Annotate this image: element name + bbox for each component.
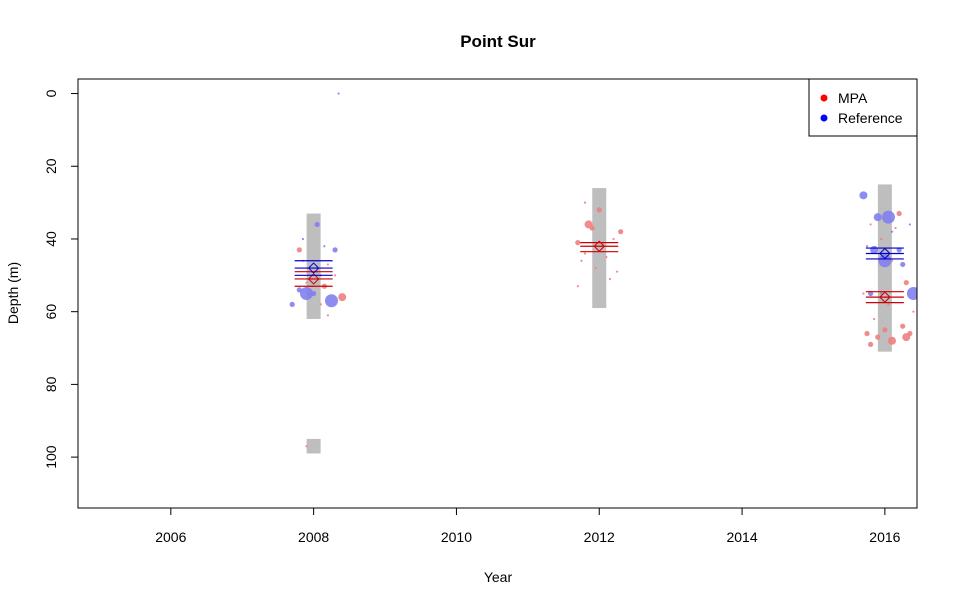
point-mpa bbox=[589, 225, 595, 231]
point-mpa bbox=[605, 256, 608, 259]
legend-marker-reference bbox=[820, 114, 828, 122]
y-tick-label: 40 bbox=[43, 231, 59, 247]
point-mpa bbox=[882, 327, 888, 333]
point-reference bbox=[908, 223, 911, 226]
mean-diamond bbox=[593, 240, 605, 252]
x-tick-label: 2008 bbox=[298, 529, 329, 545]
point-mpa bbox=[873, 317, 876, 321]
point-reference bbox=[878, 254, 892, 268]
point-mpa bbox=[575, 240, 581, 246]
y-tick-label: 0 bbox=[43, 89, 59, 97]
point-reference bbox=[900, 261, 906, 268]
legend-box bbox=[808, 78, 918, 137]
point-mpa bbox=[890, 259, 894, 262]
point-mpa bbox=[907, 330, 913, 337]
range-bar bbox=[877, 184, 892, 352]
point-mpa bbox=[867, 341, 874, 347]
summary-markers bbox=[294, 240, 904, 304]
x-tick-label: 2010 bbox=[441, 529, 472, 545]
point-mpa bbox=[338, 293, 347, 302]
point-mpa bbox=[888, 336, 897, 345]
point-mpa bbox=[900, 323, 906, 329]
point-mpa bbox=[333, 274, 337, 277]
point-mpa bbox=[612, 237, 615, 241]
point-reference bbox=[337, 92, 340, 95]
y-tick-label: 60 bbox=[43, 304, 59, 320]
point-mpa bbox=[896, 210, 902, 217]
range-bar bbox=[306, 213, 321, 319]
y-axis-label: Depth (m) bbox=[5, 262, 21, 324]
x-tick-label: 2014 bbox=[726, 529, 757, 545]
point-reference bbox=[870, 245, 879, 254]
point-reference bbox=[301, 237, 305, 241]
point-mpa bbox=[583, 252, 587, 255]
point-mpa bbox=[326, 263, 330, 266]
point-mpa bbox=[594, 266, 597, 270]
point-reference bbox=[865, 245, 869, 248]
point-reference bbox=[324, 294, 338, 308]
point-mpa bbox=[580, 259, 583, 262]
point-mpa bbox=[864, 330, 870, 337]
point-reference bbox=[873, 213, 882, 222]
y-axis: 0 20 40 60 80 100 bbox=[43, 89, 79, 469]
point-reference bbox=[311, 290, 317, 297]
plot-frame bbox=[77, 78, 918, 509]
point-reference bbox=[881, 210, 895, 224]
range-bar bbox=[592, 188, 607, 309]
legend-label-reference: Reference bbox=[838, 110, 903, 126]
point-mpa bbox=[618, 229, 624, 235]
point-mpa bbox=[583, 201, 587, 204]
y-tick-label: 20 bbox=[43, 158, 59, 174]
point-mpa bbox=[596, 207, 602, 213]
point-reference bbox=[906, 287, 917, 300]
point-reference bbox=[289, 301, 295, 308]
point-mpa bbox=[305, 445, 308, 448]
x-axis-label: Year bbox=[484, 569, 513, 585]
chart-title: Point Sur bbox=[460, 32, 536, 51]
x-tick-label: 2012 bbox=[584, 529, 615, 545]
mean-diamond bbox=[307, 273, 320, 285]
point-reference bbox=[880, 292, 883, 295]
point-mpa bbox=[887, 303, 890, 306]
point-reference bbox=[314, 221, 320, 228]
point-mpa bbox=[296, 247, 302, 253]
point-reference bbox=[323, 245, 326, 248]
point-mpa bbox=[305, 281, 308, 284]
legend-label-mpa: MPA bbox=[838, 90, 868, 106]
x-axis: 2006 2008 2010 2012 2014 2016 bbox=[155, 507, 901, 545]
y-tick-label: 80 bbox=[43, 376, 59, 392]
point-mpa bbox=[319, 303, 322, 306]
data-points bbox=[289, 92, 917, 448]
range-bar bbox=[306, 438, 321, 454]
point-mpa bbox=[326, 314, 330, 317]
mean-diamond bbox=[879, 291, 891, 303]
x-tick-label: 2006 bbox=[155, 529, 186, 545]
point-mpa bbox=[862, 292, 865, 295]
range-bars bbox=[306, 184, 892, 454]
mean-diamond bbox=[307, 262, 320, 274]
legend-marker-mpa bbox=[820, 94, 828, 102]
x-tick-label: 2016 bbox=[869, 529, 900, 545]
point-mpa bbox=[880, 237, 883, 241]
point-mpa bbox=[576, 285, 579, 288]
point-mpa bbox=[912, 310, 915, 313]
point-mpa bbox=[894, 226, 897, 230]
point-mpa bbox=[869, 223, 872, 226]
point-mpa bbox=[875, 334, 881, 340]
y-tick-label: 100 bbox=[43, 445, 59, 469]
point-reference bbox=[332, 247, 338, 253]
point-mpa bbox=[903, 279, 909, 286]
point-reference bbox=[299, 287, 313, 300]
point-reference bbox=[890, 230, 894, 233]
point-reference bbox=[859, 191, 868, 200]
legend: MPA Reference bbox=[808, 78, 918, 137]
mean-diamond bbox=[879, 247, 891, 260]
point-mpa bbox=[608, 277, 612, 281]
point-mpa bbox=[616, 270, 619, 273]
